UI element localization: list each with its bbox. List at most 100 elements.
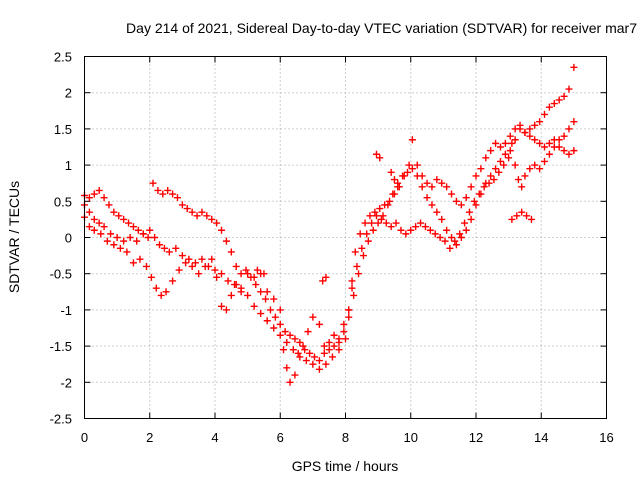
- data-point: [139, 230, 147, 238]
- data-point: [541, 157, 549, 165]
- data-point: [299, 342, 307, 350]
- data-point: [276, 331, 284, 339]
- data-point: [302, 357, 310, 365]
- data-point: [480, 183, 488, 191]
- data-point: [85, 223, 93, 231]
- data-point: [237, 288, 245, 296]
- data-point: [408, 136, 416, 144]
- data-point: [309, 313, 317, 321]
- data-point: [175, 266, 183, 274]
- data-point: [467, 215, 475, 223]
- data-point: [353, 262, 361, 270]
- data-point: [523, 212, 531, 220]
- chart-title: Day 214 of 2021, Sidereal Day-to-day VTE…: [126, 20, 637, 36]
- data-point: [363, 230, 371, 238]
- data-point: [461, 219, 469, 227]
- data-point: [376, 205, 384, 213]
- data-point: [560, 92, 568, 100]
- data-point: [164, 186, 172, 194]
- data-point: [423, 194, 431, 202]
- data-point: [291, 371, 299, 379]
- data-point: [315, 357, 323, 365]
- data-point: [536, 118, 544, 126]
- data-point: [448, 190, 456, 198]
- data-point: [330, 342, 338, 350]
- data-point: [193, 212, 201, 220]
- data-point: [103, 237, 111, 245]
- data-point: [350, 291, 358, 299]
- data-point: [263, 317, 271, 325]
- data-point: [541, 143, 549, 151]
- data-point: [351, 248, 359, 256]
- y-tick-label: -1: [60, 303, 72, 318]
- data-point: [237, 270, 245, 278]
- data-point: [387, 168, 395, 176]
- data-point: [262, 295, 270, 303]
- data-point: [315, 320, 323, 328]
- data-point: [286, 378, 294, 386]
- data-point: [188, 262, 196, 270]
- data-point: [492, 165, 500, 173]
- data-point: [319, 277, 327, 285]
- data-point: [462, 226, 470, 234]
- data-point: [162, 288, 170, 296]
- data-point: [386, 197, 394, 205]
- data-point: [487, 172, 495, 180]
- data-point: [412, 223, 420, 231]
- data-point: [198, 208, 206, 216]
- data-point: [511, 136, 519, 144]
- data-point: [570, 63, 578, 71]
- data-point: [345, 306, 353, 314]
- data-point: [490, 176, 498, 184]
- data-point: [173, 194, 181, 202]
- data-point: [423, 179, 431, 187]
- data-point: [550, 100, 558, 108]
- data-point: [472, 172, 480, 180]
- data-point: [276, 320, 284, 328]
- data-point: [387, 223, 395, 231]
- data-point: [501, 139, 509, 147]
- data-point: [178, 201, 186, 209]
- y-axis-title: SDTVAR / TECUs: [6, 181, 22, 293]
- data-point: [115, 212, 123, 220]
- data-point: [366, 212, 374, 220]
- data-point: [188, 208, 196, 216]
- data-point: [160, 244, 168, 252]
- data-point: [165, 248, 173, 256]
- data-point: [369, 226, 377, 234]
- y-tick-label: 0: [65, 231, 72, 246]
- y-tick-label: -2: [60, 375, 72, 390]
- data-point: [252, 281, 260, 289]
- data-point: [315, 365, 323, 373]
- data-point: [227, 291, 235, 299]
- x-tick-label: 12: [469, 430, 483, 445]
- data-point: [133, 237, 141, 245]
- data-point: [508, 215, 516, 223]
- data-point: [384, 201, 392, 209]
- data-point: [113, 234, 121, 241]
- data-point: [95, 186, 103, 194]
- x-tick-label: 16: [599, 430, 613, 445]
- data-point: [421, 223, 429, 231]
- data-point: [462, 194, 470, 202]
- x-tick-label: 6: [277, 430, 284, 445]
- data-point: [100, 194, 108, 202]
- data-point: [136, 255, 144, 263]
- y-tick-label: 1: [65, 158, 72, 173]
- data-point: [413, 172, 421, 180]
- data-point: [222, 306, 230, 314]
- data-point: [195, 270, 203, 278]
- data-point: [514, 176, 522, 184]
- data-point: [257, 288, 265, 296]
- data-point: [320, 349, 328, 357]
- data-point: [565, 85, 573, 93]
- data-point: [541, 110, 549, 118]
- data-point: [90, 215, 98, 223]
- data-point: [451, 237, 459, 245]
- data-point: [144, 234, 152, 241]
- data-point: [545, 150, 553, 158]
- data-point: [105, 201, 113, 209]
- data-point: [376, 154, 384, 162]
- data-point: [283, 338, 291, 346]
